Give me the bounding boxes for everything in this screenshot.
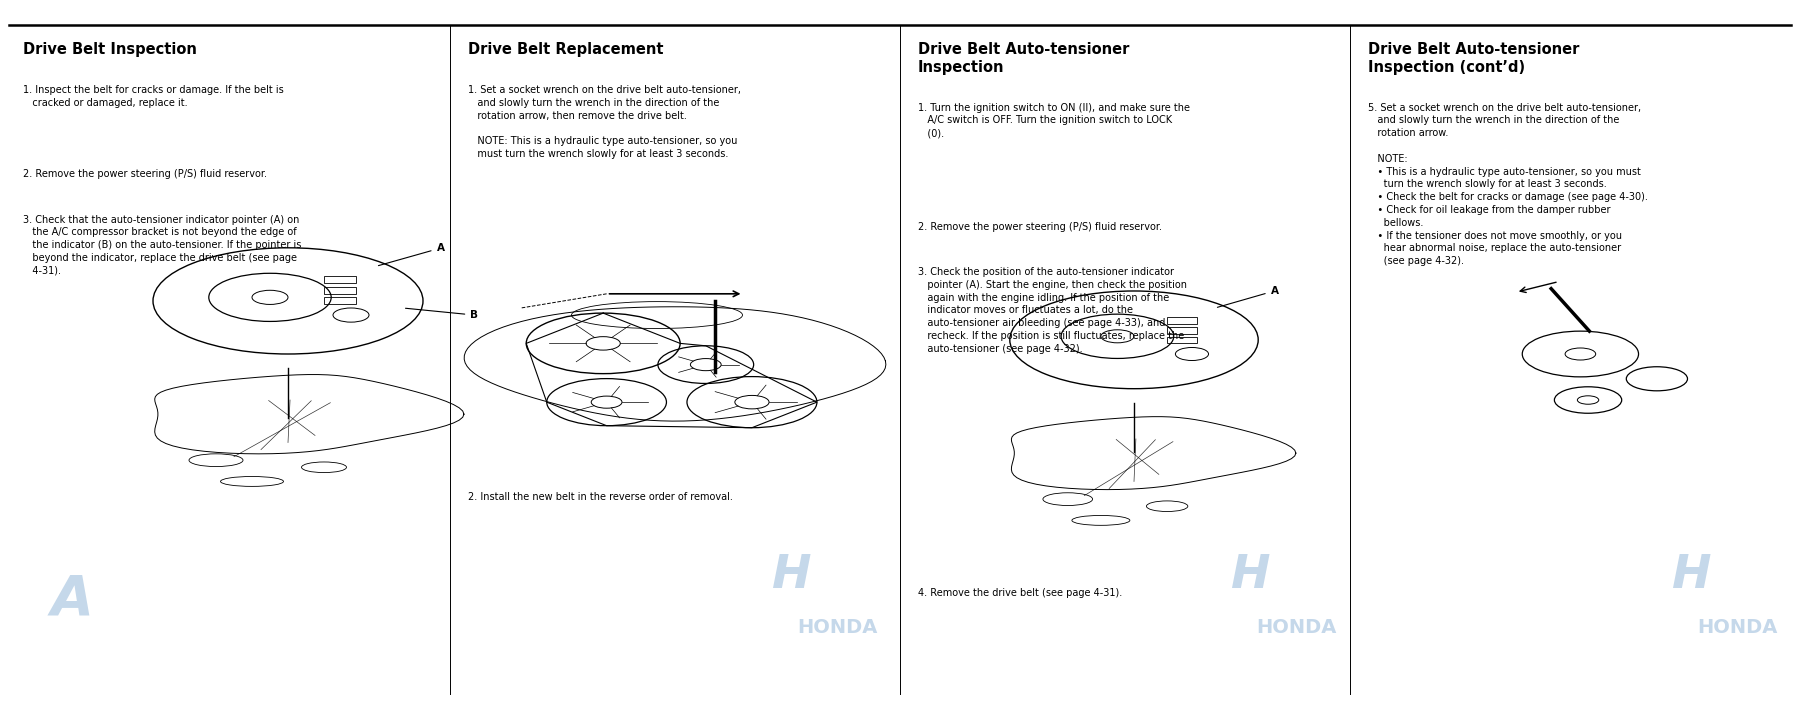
Text: 1. Set a socket wrench on the drive belt auto-tensioner,
   and slowly turn the : 1. Set a socket wrench on the drive belt…	[468, 85, 742, 159]
Text: 3. Check the position of the auto-tensioner indicator
   pointer (A). Start the : 3. Check the position of the auto-tensio…	[918, 267, 1186, 354]
Text: A: A	[1217, 286, 1278, 307]
Text: H: H	[772, 553, 812, 598]
Text: H: H	[1672, 553, 1712, 598]
Text: Drive Belt Replacement: Drive Belt Replacement	[468, 42, 664, 57]
Text: 1. Turn the ignition switch to ON (II), and make sure the
   A/C switch is OFF. : 1. Turn the ignition switch to ON (II), …	[918, 103, 1190, 138]
Text: 3. Check that the auto-tensioner indicator pointer (A) on
   the A/C compressor : 3. Check that the auto-tensioner indicat…	[23, 215, 302, 275]
Text: HONDA: HONDA	[797, 618, 877, 637]
Text: 2. Install the new belt in the reverse order of removal.: 2. Install the new belt in the reverse o…	[468, 492, 733, 502]
Text: 4. Remove the drive belt (see page 4-31).: 4. Remove the drive belt (see page 4-31)…	[918, 588, 1121, 598]
Bar	[1166, 317, 1197, 324]
Bar	[1166, 337, 1197, 343]
Text: H: H	[1231, 553, 1271, 598]
Text: B: B	[405, 308, 479, 320]
Bar	[1166, 327, 1197, 333]
Text: 2. Remove the power steering (P/S) fluid reservor.: 2. Remove the power steering (P/S) fluid…	[23, 169, 268, 178]
Text: A: A	[378, 243, 445, 266]
Text: Drive Belt Auto-tensioner
Inspection (cont’d): Drive Belt Auto-tensioner Inspection (co…	[1368, 42, 1579, 76]
Bar	[324, 297, 356, 304]
Bar	[324, 276, 356, 283]
Text: 1. Inspect the belt for cracks or damage. If the belt is
   cracked or damaged, : 1. Inspect the belt for cracks or damage…	[23, 85, 284, 108]
Text: HONDA: HONDA	[1256, 618, 1336, 637]
Text: Drive Belt Inspection: Drive Belt Inspection	[23, 42, 198, 57]
Text: Drive Belt Auto-tensioner
Inspection: Drive Belt Auto-tensioner Inspection	[918, 42, 1129, 76]
Text: HONDA: HONDA	[1697, 618, 1777, 637]
Text: 2. Remove the power steering (P/S) fluid reservor.: 2. Remove the power steering (P/S) fluid…	[918, 222, 1163, 232]
Text: 5. Set a socket wrench on the drive belt auto-tensioner,
   and slowly turn the : 5. Set a socket wrench on the drive belt…	[1368, 103, 1647, 266]
Text: A: A	[50, 573, 94, 627]
Bar	[324, 287, 356, 294]
